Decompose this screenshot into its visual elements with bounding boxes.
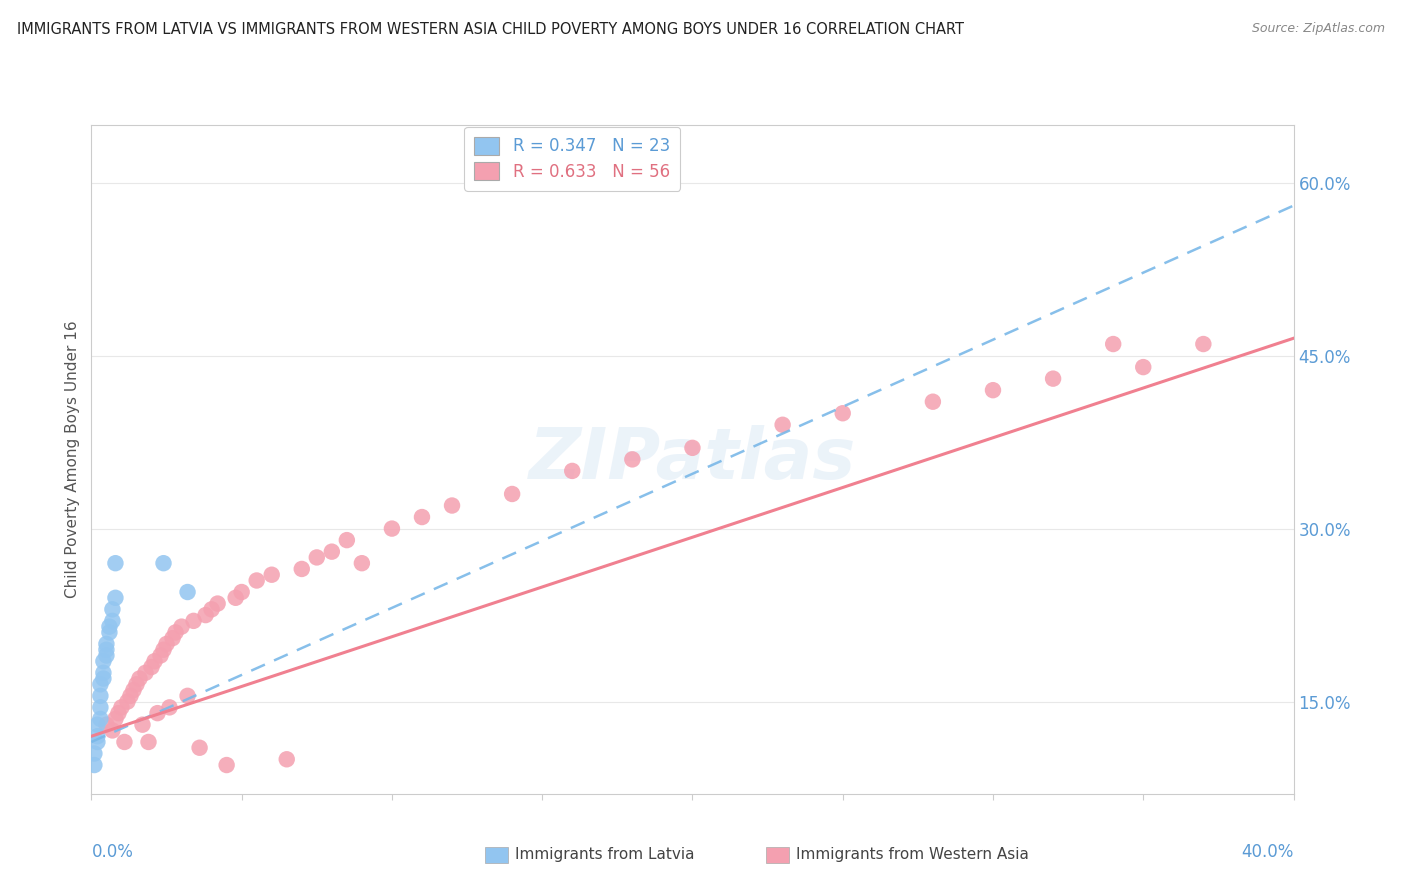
Point	[176, 689, 198, 703]
Point	[981, 383, 1004, 397]
Point	[1132, 360, 1154, 375]
Point	[165, 625, 187, 640]
Point	[681, 441, 703, 455]
Text: 40.0%: 40.0%	[1241, 843, 1294, 862]
Point	[381, 522, 404, 536]
Point	[89, 689, 111, 703]
Point	[104, 712, 127, 726]
Point	[86, 735, 108, 749]
Point	[146, 706, 169, 720]
Text: ZIPatlas: ZIPatlas	[529, 425, 856, 494]
Point	[207, 597, 229, 611]
Point	[131, 717, 153, 731]
Point	[104, 591, 127, 605]
Point	[291, 562, 314, 576]
Point	[101, 723, 124, 738]
Point	[89, 700, 111, 714]
Point	[128, 672, 150, 686]
Point	[141, 660, 163, 674]
Y-axis label: Child Poverty Among Boys Under 16: Child Poverty Among Boys Under 16	[65, 320, 80, 599]
Point	[86, 717, 108, 731]
Text: Immigrants from Latvia: Immigrants from Latvia	[515, 847, 695, 862]
Text: Immigrants from Western Asia: Immigrants from Western Asia	[796, 847, 1029, 862]
Point	[98, 619, 121, 633]
Point	[194, 608, 217, 623]
Point	[138, 735, 160, 749]
Point	[170, 619, 193, 633]
Point	[98, 625, 121, 640]
Legend: R = 0.347   N = 23, R = 0.633   N = 56: R = 0.347 N = 23, R = 0.633 N = 56	[464, 127, 681, 191]
Point	[276, 752, 298, 766]
Point	[231, 585, 253, 599]
Point	[772, 417, 794, 432]
Point	[104, 556, 127, 570]
Point	[89, 677, 111, 691]
Point	[225, 591, 247, 605]
Point	[125, 677, 148, 691]
Point	[155, 637, 177, 651]
Point	[350, 556, 373, 570]
Point	[83, 758, 105, 772]
Point	[922, 394, 945, 409]
Point	[215, 758, 238, 772]
Point	[122, 683, 145, 698]
Point	[501, 487, 523, 501]
Point	[96, 717, 118, 731]
Point	[120, 689, 142, 703]
Point	[152, 642, 174, 657]
Point	[143, 654, 166, 668]
Point	[621, 452, 644, 467]
Point	[336, 533, 359, 548]
Point	[83, 747, 105, 761]
Point	[107, 706, 129, 720]
Point	[93, 654, 115, 668]
Point	[134, 665, 156, 680]
Point	[561, 464, 583, 478]
Point	[101, 614, 124, 628]
Point	[93, 665, 115, 680]
Point	[260, 567, 283, 582]
Point	[440, 499, 463, 513]
Point	[321, 544, 343, 558]
Point	[152, 556, 174, 570]
Point	[117, 695, 139, 709]
Point	[1042, 371, 1064, 385]
Point	[114, 735, 136, 749]
Point	[149, 648, 172, 663]
Point	[110, 700, 132, 714]
Point	[159, 700, 181, 714]
Text: IMMIGRANTS FROM LATVIA VS IMMIGRANTS FROM WESTERN ASIA CHILD POVERTY AMONG BOYS : IMMIGRANTS FROM LATVIA VS IMMIGRANTS FRO…	[17, 22, 965, 37]
Point	[93, 672, 115, 686]
Point	[1192, 337, 1215, 351]
Point	[305, 550, 328, 565]
Point	[176, 585, 198, 599]
Point	[411, 510, 433, 524]
Point	[89, 712, 111, 726]
Text: Source: ZipAtlas.com: Source: ZipAtlas.com	[1251, 22, 1385, 36]
Point	[183, 614, 205, 628]
Point	[96, 637, 118, 651]
Point	[96, 642, 118, 657]
Point	[188, 740, 211, 755]
Point	[162, 631, 184, 645]
Point	[1102, 337, 1125, 351]
Point	[101, 602, 124, 616]
Point	[201, 602, 224, 616]
Point	[246, 574, 269, 588]
Point	[86, 729, 108, 743]
Point	[96, 648, 118, 663]
Point	[831, 406, 853, 420]
Text: 0.0%: 0.0%	[91, 843, 134, 862]
